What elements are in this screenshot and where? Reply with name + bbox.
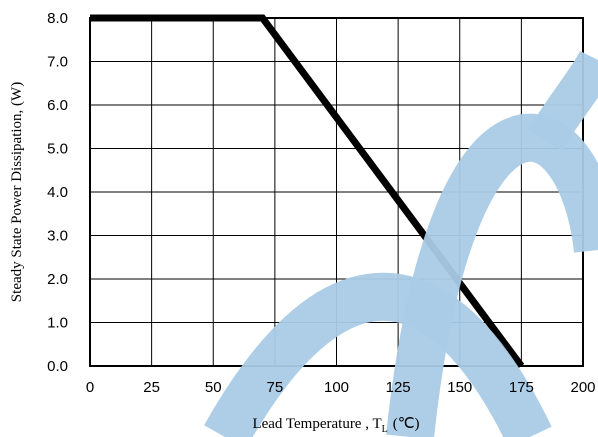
x-tick-label: 175 [509,379,534,396]
x-tick-label: 150 [447,379,472,396]
y-tick-label: 5.0 [47,141,68,158]
y-tick-label: 4.0 [47,184,68,201]
y-tick-label: 3.0 [47,228,68,245]
x-tick-label: 200 [570,379,595,396]
x-tick-label: 75 [267,379,284,396]
y-tick-label: 2.0 [47,271,68,288]
x-tick-label: 0 [86,379,94,396]
watermark-logo [204,50,598,437]
y-axis-title: Steady State Power Dissipation, (W) [9,82,25,302]
y-tick-label: 1.0 [47,315,68,332]
y-tick-labels: 0.0 1.0 2.0 3.0 4.0 5.0 6.0 7.0 8.0 [47,10,68,375]
x-tick-labels: 0 25 50 75 100 125 150 175 200 [86,379,596,396]
x-axis-title-text: Lead Temperature , T [252,416,381,432]
y-tick-label: 8.0 [47,10,68,27]
x-tick-label: 25 [143,379,160,396]
x-tick-label: 100 [324,379,349,396]
x-tick-label: 125 [386,379,411,396]
x-tick-label: 50 [205,379,222,396]
x-axis-title-subscript: L [382,424,388,435]
y-tick-label: 0.0 [47,358,68,375]
x-axis-title-unit: (℃) [393,416,420,432]
x-axis-title: Lead Temperature , TL (℃) [252,416,419,435]
y-tick-label: 6.0 [47,97,68,114]
y-tick-label: 7.0 [47,54,68,71]
